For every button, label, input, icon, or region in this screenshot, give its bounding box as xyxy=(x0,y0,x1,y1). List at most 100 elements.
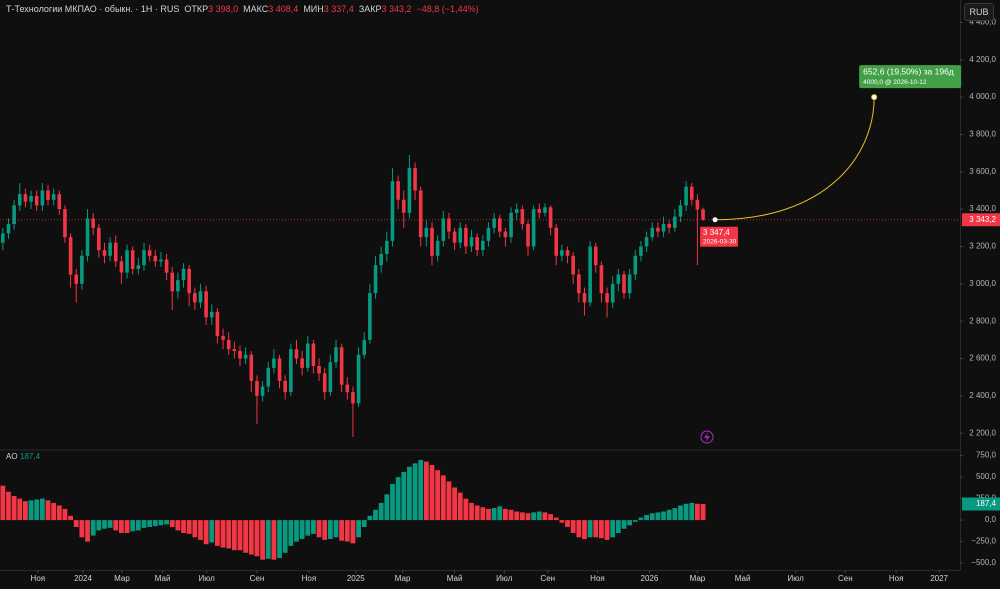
x-tick-label: Мар xyxy=(114,574,130,583)
ao-value-label: 187,4 xyxy=(976,499,997,508)
x-tick-label: Ноя xyxy=(590,574,605,583)
x-tick-label: Июл xyxy=(788,574,805,583)
ao-bar xyxy=(604,520,610,540)
currency-button[interactable]: RUB xyxy=(964,3,994,21)
candle-body xyxy=(401,199,406,213)
candle-body xyxy=(543,207,547,213)
ao-bar xyxy=(638,517,644,521)
ao-bar xyxy=(390,483,395,521)
marker-box xyxy=(700,226,739,247)
candle-body xyxy=(373,265,378,294)
candle-body xyxy=(266,367,271,387)
ao-bar xyxy=(361,520,367,527)
x-tick-label: Сен xyxy=(250,574,265,583)
candle-body xyxy=(34,196,39,206)
target-box xyxy=(859,65,962,89)
candle-body xyxy=(136,265,141,269)
candle-body xyxy=(407,168,412,213)
ao-bar xyxy=(0,485,6,521)
candle-body xyxy=(441,218,446,241)
marker-price: 3 347,4 xyxy=(703,228,730,237)
stat-value: 3 408,4 xyxy=(268,4,299,14)
ao-bar xyxy=(350,520,356,544)
ao-bar xyxy=(356,520,361,538)
candle-body xyxy=(181,268,186,281)
candle-body xyxy=(503,231,508,238)
ao-bar xyxy=(407,466,412,521)
candle-body xyxy=(74,274,79,284)
candle-body xyxy=(368,293,372,340)
ao-bar xyxy=(90,520,96,536)
candle-body xyxy=(164,259,169,273)
stat-label: МИН xyxy=(303,4,324,14)
candle-body xyxy=(170,272,175,292)
candle-body xyxy=(362,339,367,355)
flash-icon[interactable] xyxy=(700,430,714,444)
candle-body xyxy=(673,216,677,228)
ao-bar xyxy=(288,520,294,546)
stat-value: 3 337,4 xyxy=(323,4,354,14)
ao-bar xyxy=(79,520,85,538)
candle-body xyxy=(616,274,621,284)
candle-body xyxy=(537,209,542,213)
y-tick-label: 4 000,0 xyxy=(969,92,996,101)
ao-bar xyxy=(689,502,695,521)
candle-body xyxy=(294,349,299,359)
candle-body xyxy=(249,354,254,381)
target-sublabel: 4000,0 @ 2026-10-12 xyxy=(863,79,927,86)
ao-bar xyxy=(23,501,28,521)
y-tick-label: 4 400,0 xyxy=(969,18,996,27)
ao-bar xyxy=(700,503,706,521)
candle-body xyxy=(605,293,609,303)
ao-bar xyxy=(695,503,700,521)
ao-bar xyxy=(294,520,299,542)
candle-body xyxy=(639,246,643,256)
x-tick-label: 2024 xyxy=(74,574,92,583)
ao-bar xyxy=(11,496,17,521)
candle-body xyxy=(23,194,28,202)
ao-bar xyxy=(248,520,254,555)
candle-body xyxy=(153,255,158,262)
candle-body xyxy=(119,261,124,273)
ao-bar xyxy=(378,502,384,521)
candle-body xyxy=(610,283,615,303)
ao-bar xyxy=(113,520,119,531)
x-tick-label: Мар xyxy=(690,574,706,583)
ao-bars xyxy=(0,459,706,560)
ao-bar xyxy=(124,520,130,534)
projection-end xyxy=(871,94,878,101)
candle-body xyxy=(486,227,491,241)
candle-body xyxy=(695,199,700,210)
candle-body xyxy=(289,349,293,393)
y-tick-label: −250,0 xyxy=(971,537,996,546)
ao-bar xyxy=(299,520,305,540)
ao-bar xyxy=(237,520,243,551)
ao-bar xyxy=(169,520,175,527)
ao-bar xyxy=(503,508,508,521)
ao-bar xyxy=(559,520,565,523)
candle-body xyxy=(588,246,592,303)
candle-body xyxy=(531,209,536,247)
candle-body xyxy=(232,349,237,352)
ao-bar xyxy=(186,520,192,534)
ao-bar xyxy=(282,520,288,553)
header: Т-Технологии МКПАО · обыкн. · 1Н · RUS О… xyxy=(6,4,484,14)
symbol[interactable]: Т-Технологии МКПАО · обыкн. · 1Н · RUS xyxy=(6,4,180,14)
candle-body xyxy=(469,237,474,247)
ao-bar xyxy=(96,520,102,531)
candle-body xyxy=(497,218,502,232)
candle-body xyxy=(396,181,400,200)
ao-bar xyxy=(632,520,638,522)
candle-body xyxy=(108,242,112,256)
x-tick-label: 2027 xyxy=(930,574,948,583)
ao-bar xyxy=(135,520,141,531)
ao-bar xyxy=(215,520,220,546)
ao-bar xyxy=(51,502,57,521)
ao-bar xyxy=(327,520,333,540)
ao-bar xyxy=(519,512,525,521)
ao-bar xyxy=(271,520,277,560)
candle-body xyxy=(650,227,655,238)
candle-body xyxy=(159,259,163,262)
ao-bar xyxy=(164,520,169,525)
